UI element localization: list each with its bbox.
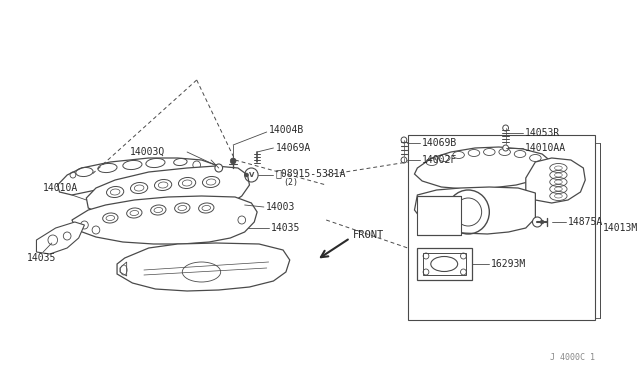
Text: 14010AA: 14010AA (525, 143, 566, 153)
Polygon shape (58, 158, 219, 195)
Polygon shape (417, 196, 461, 235)
Text: 14013M: 14013M (602, 223, 638, 233)
Circle shape (401, 137, 407, 143)
Text: 14069A: 14069A (275, 143, 310, 153)
Circle shape (503, 125, 509, 131)
Text: 14003: 14003 (266, 202, 295, 212)
Polygon shape (417, 248, 472, 280)
Text: J 4000C 1: J 4000C 1 (550, 353, 595, 362)
Polygon shape (415, 147, 552, 189)
Circle shape (244, 173, 248, 177)
Circle shape (503, 145, 509, 151)
Text: 14035: 14035 (27, 253, 56, 263)
Circle shape (215, 164, 223, 172)
Polygon shape (120, 262, 127, 276)
Polygon shape (415, 187, 536, 234)
Circle shape (532, 217, 542, 227)
Polygon shape (86, 166, 250, 216)
Text: (2): (2) (283, 177, 298, 186)
Text: Ⓥ08915-5381A: Ⓥ08915-5381A (275, 168, 346, 178)
Text: 14069B: 14069B (422, 138, 458, 148)
Circle shape (540, 220, 544, 224)
Text: 16293M: 16293M (492, 259, 527, 269)
Text: 14035: 14035 (271, 223, 300, 233)
Polygon shape (36, 222, 84, 254)
Text: V: V (249, 172, 254, 178)
Circle shape (401, 157, 407, 163)
Text: 14003Q: 14003Q (129, 147, 164, 157)
Polygon shape (117, 243, 290, 291)
Polygon shape (72, 196, 257, 244)
Text: 14004B: 14004B (269, 125, 304, 135)
Text: 14053R: 14053R (525, 128, 560, 138)
Text: 14002F: 14002F (422, 155, 458, 165)
Polygon shape (526, 158, 585, 203)
Text: 14010A: 14010A (43, 183, 79, 193)
Bar (408, 135, 595, 320)
Circle shape (230, 158, 236, 164)
Text: 14875A: 14875A (568, 217, 604, 227)
Text: FRONT: FRONT (353, 230, 385, 240)
